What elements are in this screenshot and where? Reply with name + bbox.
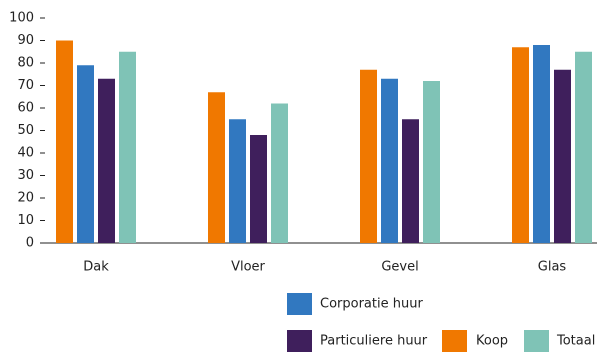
x-tick-label: Gevel	[381, 260, 418, 275]
bar	[554, 69, 571, 243]
bar	[360, 69, 377, 243]
bar	[512, 47, 529, 243]
legend-swatch	[287, 293, 312, 315]
y-tick-label: 30	[17, 168, 34, 183]
x-tick-label: Vloer	[231, 260, 265, 275]
x-tick-label: Dak	[83, 260, 109, 275]
y-tick-label: 10	[17, 213, 34, 228]
bar	[271, 103, 288, 243]
bar	[229, 119, 246, 243]
bar	[98, 78, 115, 243]
legend-label: Koop	[476, 334, 508, 349]
y-tick-label: 60	[17, 101, 34, 116]
bar	[56, 40, 73, 243]
y-tick-label: 0	[26, 236, 34, 251]
y-tick-label: 100	[9, 11, 34, 26]
y-tick-label: 80	[17, 56, 34, 71]
y-tick-label: 50	[17, 123, 34, 138]
y-tick-label: 90	[17, 33, 34, 48]
legend-label: Corporatie huur	[320, 297, 423, 312]
bar	[119, 51, 136, 243]
bar	[423, 81, 440, 243]
legend-swatch	[287, 330, 312, 352]
legend-swatch	[442, 330, 467, 352]
y-tick-label: 20	[17, 191, 34, 206]
bar	[208, 92, 225, 243]
bar	[381, 78, 398, 243]
bar	[533, 45, 550, 243]
bar	[575, 51, 592, 243]
bar	[250, 135, 267, 243]
legend-label: Totaal	[556, 334, 595, 349]
bar	[77, 65, 94, 243]
legend-label: Particuliere huur	[320, 334, 428, 349]
y-tick-label: 70	[17, 78, 34, 93]
bar	[402, 119, 419, 243]
x-tick-label: Glas	[538, 260, 567, 275]
y-tick-label: 40	[17, 146, 34, 161]
legend-swatch	[524, 330, 549, 352]
